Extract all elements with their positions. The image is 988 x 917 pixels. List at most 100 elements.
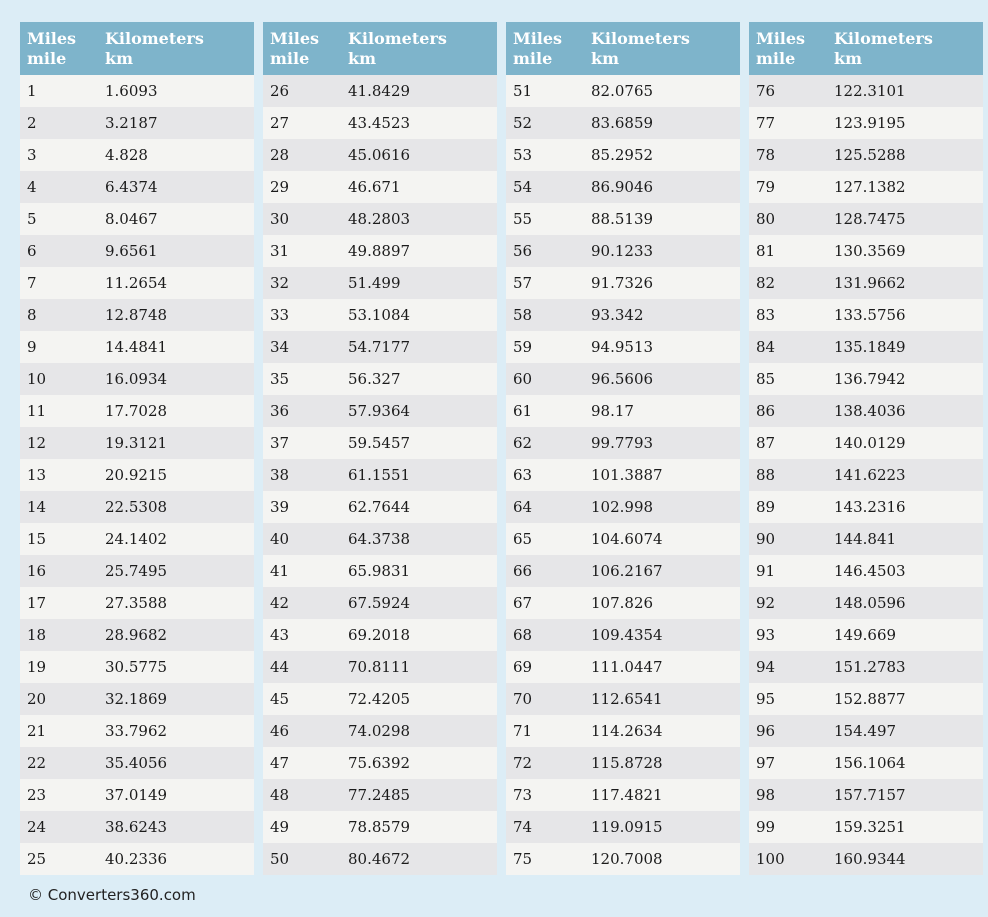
mile-value: 62 bbox=[513, 434, 533, 452]
mile-value: 49 bbox=[270, 818, 290, 836]
km-value: 122.3101 bbox=[834, 82, 906, 100]
mile-value: 58 bbox=[513, 306, 533, 324]
mile-value: 42 bbox=[270, 594, 290, 612]
kilometers-header-title: Kilometers bbox=[834, 28, 933, 48]
km-value: 152.8877 bbox=[834, 690, 906, 708]
mile-value: 57 bbox=[513, 274, 533, 292]
km-value: 135.1849 bbox=[834, 338, 906, 356]
table-row: 43 69.2018 bbox=[263, 619, 497, 651]
miles-header-unit: mile bbox=[513, 48, 553, 68]
km-value: 117.4821 bbox=[591, 786, 663, 804]
table-header-row: Miles mile Kilometers km bbox=[749, 22, 983, 75]
table-row: 7 11.2654 bbox=[20, 267, 254, 299]
miles-header-title: Miles bbox=[27, 28, 77, 48]
km-value: 19.3121 bbox=[105, 434, 168, 452]
km-value: 17.7028 bbox=[105, 402, 168, 420]
miles-header-title: Miles bbox=[756, 28, 806, 48]
table-row: 69 111.0447 bbox=[506, 651, 740, 683]
kilometers-header-title: Kilometers bbox=[105, 28, 204, 48]
mile-value: 91 bbox=[756, 562, 776, 580]
table-row: 39 62.7644 bbox=[263, 491, 497, 523]
mile-value: 63 bbox=[513, 466, 533, 484]
table-row: 90 144.841 bbox=[749, 523, 983, 555]
mile-value: 21 bbox=[27, 722, 47, 740]
km-value: 8.0467 bbox=[105, 210, 158, 228]
km-value: 25.7495 bbox=[105, 562, 168, 580]
km-value: 32.1869 bbox=[105, 690, 168, 708]
miles-column-header: Miles mile bbox=[20, 22, 105, 75]
mile-value: 33 bbox=[270, 306, 290, 324]
table-row: 48 77.2485 bbox=[263, 779, 497, 811]
table-row: 86 138.4036 bbox=[749, 395, 983, 427]
table-row: 11 17.7028 bbox=[20, 395, 254, 427]
km-value: 24.1402 bbox=[105, 530, 168, 548]
km-value: 74.0298 bbox=[348, 722, 411, 740]
mile-value: 16 bbox=[27, 562, 47, 580]
table-row: 14 22.5308 bbox=[20, 491, 254, 523]
kilometers-header-unit: km bbox=[105, 48, 134, 68]
table-row: 80 128.7475 bbox=[749, 203, 983, 235]
table-row: 58 93.342 bbox=[506, 299, 740, 331]
km-value: 149.669 bbox=[834, 626, 897, 644]
miles-header-unit: mile bbox=[27, 48, 67, 68]
km-value: 106.2167 bbox=[591, 562, 663, 580]
kilometers-header-title: Kilometers bbox=[348, 28, 447, 48]
mile-value: 60 bbox=[513, 370, 533, 388]
km-value: 72.4205 bbox=[348, 690, 411, 708]
km-value: 120.7008 bbox=[591, 850, 663, 868]
table-row: 15 24.1402 bbox=[20, 523, 254, 555]
mile-value: 95 bbox=[756, 690, 776, 708]
miles-header-title: Miles bbox=[270, 28, 320, 48]
kilometers-header-unit: km bbox=[348, 48, 377, 68]
km-value: 62.7644 bbox=[348, 498, 411, 516]
km-value: 151.2783 bbox=[834, 658, 906, 676]
mile-value: 54 bbox=[513, 178, 533, 196]
mile-value: 83 bbox=[756, 306, 776, 324]
km-value: 138.4036 bbox=[834, 402, 906, 420]
km-value: 157.7157 bbox=[834, 786, 906, 804]
mile-value: 35 bbox=[270, 370, 290, 388]
km-value: 22.5308 bbox=[105, 498, 168, 516]
table-row: 38 61.1551 bbox=[263, 459, 497, 491]
table-row: 91 146.4503 bbox=[749, 555, 983, 587]
mile-value: 89 bbox=[756, 498, 776, 516]
mile-value: 36 bbox=[270, 402, 290, 420]
mile-value: 29 bbox=[270, 178, 290, 196]
table-row: 6 9.6561 bbox=[20, 235, 254, 267]
table-row: 35 56.327 bbox=[263, 363, 497, 395]
km-value: 114.2634 bbox=[591, 722, 663, 740]
mile-value: 20 bbox=[27, 690, 47, 708]
km-value: 40.2336 bbox=[105, 850, 168, 868]
table-row: 29 46.671 bbox=[263, 171, 497, 203]
km-value: 86.9046 bbox=[591, 178, 654, 196]
km-value: 46.671 bbox=[348, 178, 401, 196]
mile-value: 24 bbox=[27, 818, 47, 836]
mile-value: 52 bbox=[513, 114, 533, 132]
table-row: 82 131.9662 bbox=[749, 267, 983, 299]
mile-value: 65 bbox=[513, 530, 533, 548]
table-row: 13 20.9215 bbox=[20, 459, 254, 491]
table-row: 93 149.669 bbox=[749, 619, 983, 651]
mile-value: 56 bbox=[513, 242, 533, 260]
mile-value: 71 bbox=[513, 722, 533, 740]
mile-value: 37 bbox=[270, 434, 290, 452]
table-row: 62 99.7793 bbox=[506, 427, 740, 459]
mile-value: 32 bbox=[270, 274, 290, 292]
mile-value: 1 bbox=[27, 82, 37, 100]
table-row: 9 14.4841 bbox=[20, 331, 254, 363]
table-row: 94 151.2783 bbox=[749, 651, 983, 683]
km-value: 16.0934 bbox=[105, 370, 168, 388]
table-row: 44 70.8111 bbox=[263, 651, 497, 683]
conversion-tables-container: Miles mile Kilometers km 1 1.6093 2 3.21… bbox=[20, 22, 983, 875]
km-value: 51.499 bbox=[348, 274, 401, 292]
table-row: 57 91.7326 bbox=[506, 267, 740, 299]
mile-value: 5 bbox=[27, 210, 37, 228]
mile-value: 81 bbox=[756, 242, 776, 260]
table-row: 54 86.9046 bbox=[506, 171, 740, 203]
table-row: 98 157.7157 bbox=[749, 779, 983, 811]
table-header-row: Miles mile Kilometers km bbox=[263, 22, 497, 75]
km-value: 119.0915 bbox=[591, 818, 663, 836]
table-row: 19 30.5775 bbox=[20, 651, 254, 683]
mile-value: 17 bbox=[27, 594, 47, 612]
